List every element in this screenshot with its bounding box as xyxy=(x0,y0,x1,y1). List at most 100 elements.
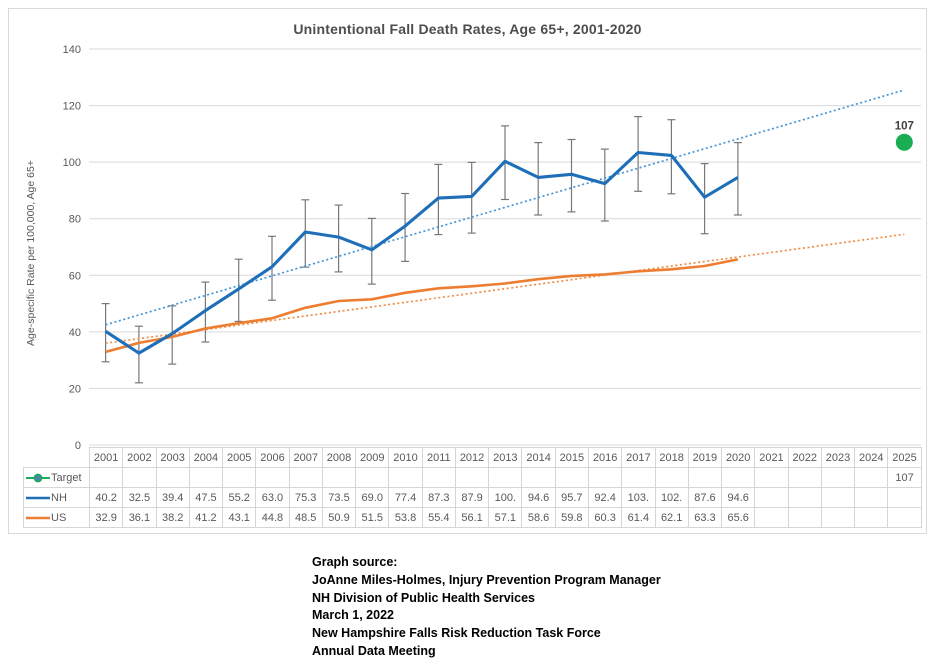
us-legend-icon xyxy=(26,516,50,519)
table-cell xyxy=(488,467,523,488)
year-header-cell: 2025 xyxy=(887,447,922,468)
y-tick-label: 80 xyxy=(69,214,81,226)
year-header-cell: 2003 xyxy=(155,447,190,468)
table-cell: 100. xyxy=(488,487,523,508)
table-cell: 77.4 xyxy=(388,487,423,508)
target-point xyxy=(895,133,913,151)
y-tick-label: 40 xyxy=(69,327,81,339)
table-cell: 73.5 xyxy=(321,487,357,508)
table-corner-cell xyxy=(24,448,90,468)
table-cell xyxy=(521,467,556,488)
table-cell: 41.2 xyxy=(188,507,224,528)
table-cell xyxy=(621,467,656,488)
legend-cell-nh: NH xyxy=(23,487,90,508)
y-tick-label: 0 xyxy=(75,440,81,449)
table-cell: 69.0 xyxy=(355,487,390,508)
year-header-cell: 2009 xyxy=(355,447,390,468)
year-header-cell: 2021 xyxy=(754,447,789,468)
table-cell: 62.1 xyxy=(654,507,689,528)
year-header-cell: 2016 xyxy=(587,447,623,468)
fall-death-rates-plot: 140 120 100 80 60 40 20 0 Age-specific Rate per … xyxy=(25,44,921,449)
table-cell xyxy=(820,487,856,508)
table-cell: 87.3 xyxy=(421,487,456,508)
table-cell: 32.5 xyxy=(122,487,157,508)
table-cell xyxy=(321,467,357,488)
table-cell: 87.9 xyxy=(454,487,490,508)
table-cell xyxy=(88,467,124,488)
table-cell xyxy=(721,467,756,488)
year-header-cell: 2024 xyxy=(854,447,889,468)
footer-line: Graph source: xyxy=(312,555,398,569)
year-header-cell: 2020 xyxy=(721,447,756,468)
table-cell xyxy=(820,467,856,488)
table-cell: 59.8 xyxy=(554,507,589,528)
table-cell xyxy=(654,467,689,488)
table-cell xyxy=(587,467,623,488)
table-cell: 36.1 xyxy=(122,507,157,528)
table-cell: 58.6 xyxy=(521,507,556,528)
footer-line: Annual Data Meeting xyxy=(312,643,436,658)
legend-label: US xyxy=(51,511,67,524)
year-header-cell: 2018 xyxy=(654,447,689,468)
table-cell xyxy=(754,507,789,528)
footer-line: JoAnne Miles-Holmes, Injury Prevention P… xyxy=(312,572,661,587)
table-cell: 55.4 xyxy=(421,507,456,528)
table-cell: 38.2 xyxy=(155,507,190,528)
year-header-cell: 2023 xyxy=(820,447,856,468)
y-tick-label: 60 xyxy=(69,270,81,282)
table-cell: 94.6 xyxy=(521,487,556,508)
year-header-cell: 2015 xyxy=(554,447,589,468)
table-cell: 107 xyxy=(887,467,922,488)
table-cell xyxy=(754,467,789,488)
year-header-cell: 2012 xyxy=(454,447,490,468)
table-cell xyxy=(288,467,323,488)
table-cell: 103. xyxy=(621,487,656,508)
table-cell: 87.6 xyxy=(687,487,723,508)
table-cell: 55.2 xyxy=(222,487,257,508)
year-header-cell: 2022 xyxy=(787,447,822,468)
year-header-cell: 2019 xyxy=(687,447,723,468)
footer-line: March 1, 2022 xyxy=(312,608,394,623)
table-cell: 61.4 xyxy=(621,507,656,528)
year-header-cell: 2014 xyxy=(521,447,556,468)
table-cell: 95.7 xyxy=(554,487,589,508)
table-cell: 43.1 xyxy=(222,507,257,528)
table-cell xyxy=(854,467,889,488)
table-cell: 75.3 xyxy=(288,487,323,508)
target-legend-icon xyxy=(26,473,50,482)
y-tick-label: 140 xyxy=(63,44,81,56)
year-header-cell: 2005 xyxy=(222,447,257,468)
table-cell xyxy=(820,507,856,528)
y-axis-label: Age-specific Rate per 100,000, Age 65+ xyxy=(25,160,37,346)
table-cell xyxy=(687,467,723,488)
table-cell xyxy=(854,507,889,528)
nh-series-line xyxy=(104,150,739,355)
year-header-cell: 2006 xyxy=(255,447,290,468)
table-cell: 47.5 xyxy=(188,487,224,508)
table-cell: 102. xyxy=(654,487,689,508)
table-cell xyxy=(155,467,190,488)
table-cell: 32.9 xyxy=(88,507,124,528)
legend-cell-us: US xyxy=(23,507,90,528)
table-cell: 94.6 xyxy=(721,487,756,508)
year-header-cell: 2001 xyxy=(88,447,124,468)
table-cell: 51.5 xyxy=(355,507,390,528)
year-header-cell: 2011 xyxy=(421,447,456,468)
table-cell: 63.0 xyxy=(255,487,290,508)
table-cell xyxy=(787,467,822,488)
year-header-cell: 2008 xyxy=(321,447,357,468)
chart-data-table: 2001 2002 2003 2004 2005 2006 2007 2008 2009 2010… xyxy=(23,447,922,528)
table-cell: 39.4 xyxy=(155,487,190,508)
table-cell xyxy=(355,467,390,488)
year-header-cell: 2013 xyxy=(488,447,523,468)
chart-title: Unintentional Fall Death Rates, Age 65+,… xyxy=(293,21,642,37)
table-cell xyxy=(122,467,157,488)
year-header-cell: 2010 xyxy=(388,447,423,468)
table-cell xyxy=(887,507,922,528)
table-cell: 56.1 xyxy=(454,507,490,528)
table-cell: 63.3 xyxy=(687,507,723,528)
legend-label: NH xyxy=(51,491,67,504)
trendline xyxy=(105,89,905,326)
table-cell xyxy=(388,467,423,488)
y-tick-label: 100 xyxy=(63,157,81,169)
